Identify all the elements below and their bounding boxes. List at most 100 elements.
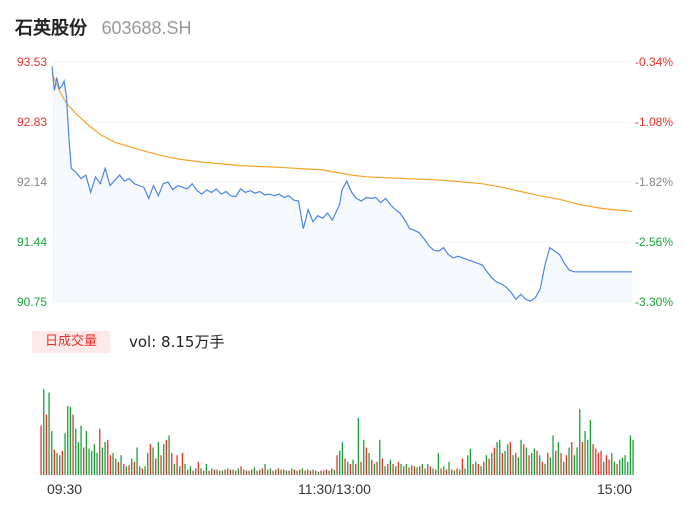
volume-bar [587,439,589,475]
volume-bar [475,461,477,475]
volume-bar [381,458,383,475]
volume-bar [603,461,605,475]
volume-bar [40,425,42,475]
volume-bar [93,444,95,475]
volume-bar [299,469,301,475]
volume-bar [368,453,370,475]
volume-bar [363,439,365,475]
volume-bar [632,439,634,475]
volume-bar [387,464,389,475]
volume-bar [565,455,567,475]
volume-bar [267,469,269,475]
volume-bar [67,405,69,475]
y-tick-left-3: 91.44 [17,235,47,249]
volume-bar [605,455,607,475]
volume-bar [360,461,362,475]
volume-bar [117,461,119,475]
volume-bar [115,458,117,475]
volume-bar [309,470,311,475]
volume-bar [179,466,181,475]
volume-bar [205,464,207,475]
volume-bar [627,461,629,475]
volume-bar [336,455,338,475]
volume-bar [333,469,335,475]
volume-bar [133,461,135,475]
y-tick-right-1: -1.08% [635,115,673,129]
volume-bar [320,470,322,475]
volume-bar [152,447,154,475]
volume-bars [40,389,634,475]
volume-bar [597,453,599,475]
volume-bar [453,470,455,475]
volume-bar [323,470,325,475]
volume-bar [403,466,405,475]
volume-bar [291,468,293,475]
y-tick-left-0: 93.53 [17,55,47,69]
volume-bar [256,470,258,475]
volume-bar [237,468,239,475]
volume-bar [376,461,378,475]
volume-bar [240,466,242,475]
volume-bar [245,470,247,475]
volume-bar [173,464,175,475]
volume-bar [384,466,386,475]
y-tick-right-2: -1.82% [635,175,673,189]
header: 石英股份 603688.SH [15,14,192,40]
average-price-line [51,72,633,212]
volume-bar [400,464,402,475]
volume-bar [443,466,445,475]
volume-bar [304,470,306,475]
volume-bar [235,470,237,475]
volume-bar [69,406,71,475]
volume-bar [312,469,314,475]
volume-bar [272,470,274,475]
volume-bar [528,455,530,475]
y-tick-left-4: 90.75 [17,295,47,309]
volume-bar [61,450,63,475]
volume-bar [459,469,461,475]
volume-bar [168,435,170,475]
volume-bar [613,461,615,475]
volume-type-badge[interactable]: 日成交量 [32,331,110,353]
volume-bar [317,471,319,475]
average-line-layer [51,72,633,212]
volume-bar [435,469,437,475]
volume-bar [195,468,197,475]
volume-bar [224,469,226,475]
volume-bar [307,469,309,475]
volume-bar [469,448,471,475]
volume-bar [531,453,533,475]
volume-bar [181,453,183,475]
volume-bar [227,468,229,475]
volume-bar [104,442,106,475]
volume-bar [467,455,469,475]
volume-bar [139,466,141,475]
volume-bar [45,414,47,475]
volume-bar [357,417,359,475]
volume-bar [491,453,493,475]
volume-bar [149,444,151,475]
volume-bar [611,453,613,475]
volume-bar [493,447,495,475]
volume-bar [120,455,122,475]
volume-bar [413,466,415,475]
volume-bar [397,461,399,475]
volume-bar [288,470,290,475]
y-tick-left-1: 92.83 [17,115,47,129]
volume-bar [176,455,178,475]
volume-bar [504,450,506,475]
volume-bar [347,461,349,475]
volume-bar [75,428,77,475]
volume-bar [192,470,194,475]
volume-bar [499,439,501,475]
volume-bar [507,444,509,475]
volume-bar [573,455,575,475]
volume-bar [163,444,165,475]
volume-bar [208,470,210,475]
volume-bar [379,439,381,475]
volume-bar [259,469,261,475]
volume-bar [451,469,453,475]
volume-bar [437,453,439,475]
volume-bar [589,420,591,475]
